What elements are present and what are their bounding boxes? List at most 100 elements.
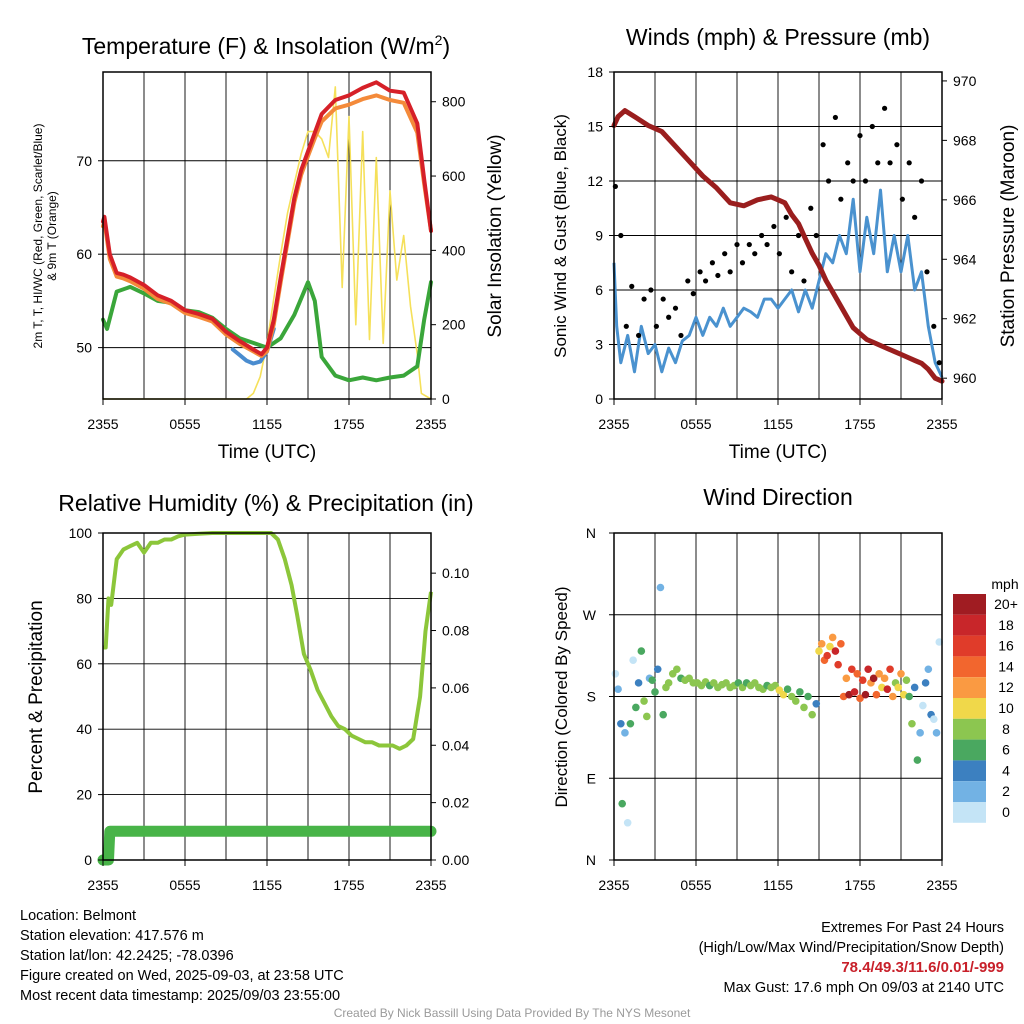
y-tick-label: 80 bbox=[76, 590, 92, 606]
gust-point bbox=[825, 178, 832, 184]
gust-point bbox=[899, 196, 905, 202]
direction-point bbox=[905, 692, 913, 701]
y-tick-label: 960 bbox=[953, 370, 977, 386]
y-tick-label: 9 bbox=[595, 228, 603, 244]
direction-point bbox=[651, 688, 659, 696]
gust-point bbox=[771, 223, 777, 230]
max-gust-text: Max Gust: 17.6 mph On 09/03 at 2140 UTC bbox=[723, 980, 1004, 996]
direction-point bbox=[815, 647, 823, 655]
gust-point bbox=[838, 196, 844, 202]
direction-point bbox=[930, 715, 938, 724]
gust-point bbox=[894, 142, 900, 148]
x-tick-label: 1155 bbox=[763, 877, 793, 893]
y-tick-label: 40 bbox=[76, 721, 92, 737]
colorbar-title: mph bbox=[991, 576, 1018, 592]
y-tick-label: 6 bbox=[595, 282, 603, 298]
direction-point bbox=[673, 665, 681, 674]
direction-point bbox=[791, 697, 800, 705]
x-tick-label: 2355 bbox=[926, 416, 957, 432]
y-tick-label: 964 bbox=[953, 251, 977, 267]
direction-point bbox=[858, 676, 867, 684]
temperature-ylabel-right: Solar Insolation (Yellow) bbox=[485, 134, 506, 337]
direction-point bbox=[634, 679, 643, 687]
y-tick-label: 600 bbox=[442, 168, 466, 184]
gust-point bbox=[912, 214, 918, 220]
humidity-grid bbox=[103, 533, 431, 860]
gust-point bbox=[882, 105, 888, 111]
elevation-text: Station elevation: 417.576 m bbox=[20, 928, 204, 944]
gust-point bbox=[702, 278, 709, 284]
x-tick-label: 2355 bbox=[415, 877, 446, 893]
colorbar: 20+ 18 16 14 12 10 8 6 4 2 0 bbox=[953, 594, 1018, 823]
colorbar-label: 18 bbox=[998, 617, 1014, 633]
direction-grid bbox=[614, 533, 942, 860]
direction-point bbox=[800, 703, 808, 712]
direction-point bbox=[812, 699, 821, 708]
direction-point bbox=[886, 665, 894, 674]
y-tick-label: 970 bbox=[953, 73, 977, 89]
direction-point bbox=[894, 683, 903, 692]
y-tick-label: S bbox=[587, 689, 596, 705]
direction-point bbox=[621, 729, 629, 737]
direction-point bbox=[664, 679, 673, 687]
temperature-ylabel-left-2: & 9m T (Orange) bbox=[45, 191, 59, 281]
y-tick-label: 18 bbox=[587, 64, 603, 80]
gust-point bbox=[862, 178, 869, 184]
y-tick-label: 0 bbox=[595, 391, 603, 407]
y-tick-label: 0 bbox=[84, 852, 92, 868]
direction-point bbox=[864, 665, 872, 674]
series-line-station-pressure bbox=[611, 108, 945, 384]
series-line-sonic-wind bbox=[612, 188, 944, 378]
direction-point bbox=[856, 694, 864, 703]
colorbar-swatch bbox=[953, 656, 986, 678]
y-tick-label: 966 bbox=[953, 192, 977, 208]
colorbar-label: 20+ bbox=[994, 596, 1018, 612]
gust-point bbox=[734, 241, 740, 248]
y-tick-label: 0.08 bbox=[442, 623, 469, 639]
gust-point bbox=[739, 260, 746, 266]
gust-point bbox=[690, 291, 696, 297]
y-tick-label: W bbox=[583, 607, 597, 623]
y-tick-label: 0.02 bbox=[442, 795, 469, 811]
direction-point bbox=[908, 719, 916, 728]
direction-point bbox=[848, 665, 856, 674]
y-tick-label: 0.04 bbox=[442, 737, 469, 753]
gust-point bbox=[845, 160, 851, 166]
direction-point bbox=[817, 640, 826, 648]
humidity-ticks: 2355 0555 1155 1755 2355 0 20 40 60 80 100 0.00 0.02… bbox=[69, 525, 470, 893]
credit-text: Created By Nick Bassill Using Data Provi… bbox=[333, 1006, 691, 1020]
x-tick-label: 0555 bbox=[680, 877, 711, 893]
y-tick-label: 60 bbox=[76, 656, 92, 672]
direction-point bbox=[872, 690, 881, 699]
gust-point bbox=[746, 241, 752, 248]
gust-point bbox=[887, 160, 893, 166]
colorbar-swatch bbox=[953, 614, 986, 636]
gust-point bbox=[678, 332, 684, 339]
y-tick-label: 50 bbox=[76, 340, 92, 356]
x-tick-label: 1755 bbox=[844, 416, 875, 432]
x-tick-label: 1755 bbox=[844, 877, 875, 893]
x-tick-label: 2355 bbox=[87, 416, 118, 432]
direction-point bbox=[869, 674, 878, 683]
x-tick-label: 1155 bbox=[763, 416, 793, 432]
x-tick-label: 2355 bbox=[598, 416, 629, 432]
direction-point bbox=[653, 665, 662, 674]
gust-point bbox=[759, 232, 765, 239]
gust-point bbox=[857, 132, 863, 139]
direction-point bbox=[875, 669, 883, 678]
direction-point bbox=[823, 651, 831, 660]
recent-data-text: Most recent data timestamp: 2025/09/03 2… bbox=[20, 988, 341, 1004]
direction-point bbox=[932, 729, 941, 737]
direction-point bbox=[826, 642, 834, 651]
gust-point bbox=[813, 232, 819, 239]
direction-point bbox=[831, 647, 840, 655]
y-tick-label: 400 bbox=[442, 242, 466, 258]
y-tick-label: 100 bbox=[69, 525, 93, 541]
x-tick-label: 2355 bbox=[926, 877, 957, 893]
direction-point bbox=[804, 692, 812, 701]
winds-ylabel-right: Station Pressure (Maroon) bbox=[998, 125, 1019, 348]
direction-point bbox=[632, 703, 640, 712]
y-tick-label: 0.10 bbox=[442, 565, 469, 581]
y-tick-label: 0.00 bbox=[442, 852, 469, 868]
x-tick-label: 2355 bbox=[87, 877, 118, 893]
